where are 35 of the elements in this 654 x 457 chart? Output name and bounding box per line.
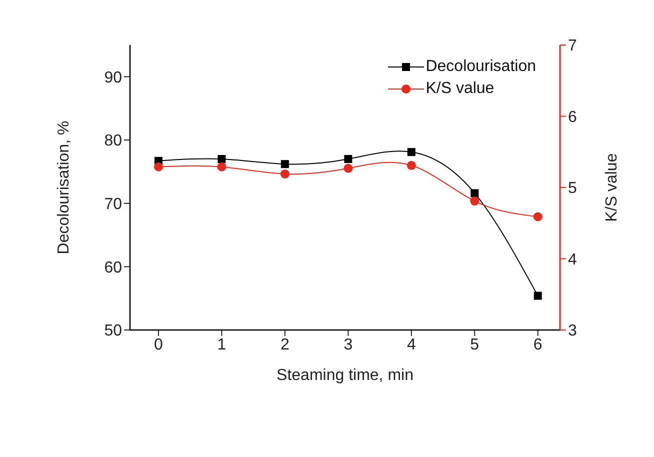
y2-tick-label: 4 bbox=[568, 251, 577, 268]
legend-label: Decolourisation bbox=[426, 58, 536, 76]
y2-tick-label: 6 bbox=[568, 108, 577, 126]
y2-tick-label: 3 bbox=[568, 322, 577, 340]
x-tick-label: 0 bbox=[154, 336, 164, 354]
point bbox=[406, 160, 416, 170]
point bbox=[344, 155, 352, 163]
point bbox=[280, 160, 289, 168]
x-tick-label: 1 bbox=[217, 336, 226, 354]
point bbox=[407, 148, 416, 156]
y-tick-label: 80 bbox=[104, 132, 122, 150]
x-tick-label: 6 bbox=[533, 336, 542, 354]
y2-axis-title: K/S value bbox=[604, 153, 621, 222]
point bbox=[344, 164, 353, 173]
x-tick-label: 3 bbox=[344, 336, 353, 354]
y-tick-label: 90 bbox=[104, 69, 122, 86]
y2-tick-label: 7 bbox=[568, 38, 577, 55]
point bbox=[534, 292, 542, 300]
y-tick-label: 70 bbox=[104, 196, 122, 214]
point bbox=[154, 162, 163, 172]
point bbox=[470, 189, 479, 198]
x-tick-label: 4 bbox=[406, 336, 416, 354]
point bbox=[218, 155, 226, 163]
legend-label: K/S value bbox=[426, 80, 494, 98]
x-axis-title: Steaming time, min bbox=[276, 367, 414, 384]
y-tick-label: 60 bbox=[104, 259, 122, 276]
point bbox=[470, 196, 480, 206]
y-tick-label: 50 bbox=[104, 322, 122, 340]
point bbox=[533, 212, 542, 222]
y-axis-title: Decolourisation, % bbox=[56, 120, 73, 254]
x-tick-label: 2 bbox=[280, 336, 290, 354]
point bbox=[217, 162, 226, 172]
x-tick-label: 5 bbox=[470, 336, 480, 354]
point bbox=[280, 169, 290, 178]
y2-tick-label: 5 bbox=[568, 180, 577, 198]
